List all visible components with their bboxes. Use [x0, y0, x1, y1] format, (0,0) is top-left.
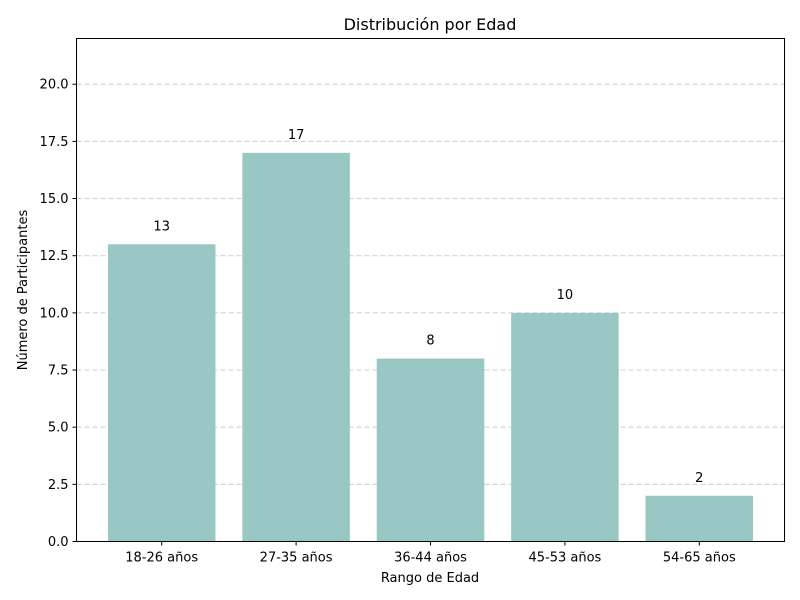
ticks-layer	[72, 83, 700, 546]
y-tick-label: 20.0	[40, 78, 69, 93]
bar	[511, 312, 619, 542]
bar-value-label: 10	[557, 288, 574, 303]
chart-title: Distribución por Edad	[344, 15, 517, 34]
y-tick-label: 17.5	[40, 135, 69, 150]
bar	[107, 244, 216, 542]
x-tick-label: 27-35 años	[260, 551, 333, 566]
labels-layer: 0.0 2.5 5.0 7.5 10.0 12.5 15.0 17.5 20.0 13 18-26 …	[40, 78, 736, 566]
bar-value-label: 13	[153, 219, 170, 234]
y-axis-label: Número de Participantes	[16, 210, 31, 371]
x-tick-label: 36-44 años	[394, 551, 467, 566]
bar-value-label: 8	[426, 334, 434, 349]
x-tick-label: 54-65 años	[663, 551, 736, 566]
bar	[376, 358, 485, 542]
y-tick-label: 2.5	[48, 478, 69, 493]
bar	[242, 152, 350, 542]
y-tick-label: 15.0	[40, 192, 69, 207]
bars-layer	[107, 152, 754, 542]
bar-value-label: 2	[695, 471, 703, 486]
y-tick-label: 12.5	[40, 249, 69, 264]
y-tick-label: 0.0	[48, 535, 69, 550]
bar	[645, 495, 754, 542]
y-tick-label: 5.0	[48, 421, 69, 436]
x-axis-label: Rango de Edad	[381, 571, 479, 586]
y-tick-label: 10.0	[40, 306, 69, 321]
bar-value-label: 17	[288, 128, 305, 143]
y-tick-label: 7.5	[48, 364, 69, 379]
x-tick-label: 18-26 años	[125, 551, 198, 566]
x-tick-label: 45-53 años	[528, 551, 601, 566]
